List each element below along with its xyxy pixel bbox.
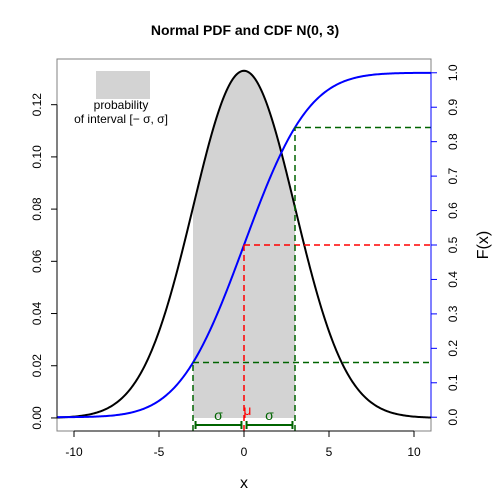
right-y-axis-label: F(x): [475, 231, 492, 259]
annotation-0: σ: [214, 407, 223, 423]
x-tick-label-10: 10: [407, 445, 421, 459]
right-y-tick-label-2: 0.2: [446, 340, 460, 357]
right-y-tick-label-0: 0.0: [446, 409, 460, 426]
pdf-curve: [56, 69, 432, 419]
left-y-tick-label-1: 0.02: [30, 354, 44, 378]
legend-label-line2: of interval [− σ, σ]: [74, 112, 168, 126]
right-y-tick-label-8: 0.8: [446, 133, 460, 150]
right-y-tick-label-5: 0.5: [446, 236, 460, 253]
left-y-tick-label-6: 0.12: [30, 93, 44, 117]
left-y-tick-label-0: 0.00: [30, 406, 44, 430]
right-y-tick-label-1: 0.1: [446, 374, 460, 391]
x-tick-label-5: 5: [326, 445, 333, 459]
right-y-tick-label-7: 0.7: [446, 167, 460, 184]
chart-title: Normal PDF and CDF N(0, 3): [151, 22, 339, 38]
left-y-tick-label-2: 0.04: [30, 302, 44, 326]
right-y-tick-label-10: 1.0: [446, 64, 460, 81]
x-tick-label-0: 0: [241, 445, 248, 459]
left-y-tick-label-5: 0.10: [30, 145, 44, 169]
x-axis-label: x: [240, 475, 248, 492]
x-tick-label--5: -5: [154, 445, 165, 459]
annotation-2: σ: [265, 407, 274, 423]
x-tick-label--10: -10: [65, 445, 83, 459]
legend: probability of interval [− σ, σ]: [74, 71, 168, 126]
right-y-tick-label-6: 0.6: [446, 202, 460, 219]
right-y-tick-label-3: 0.3: [446, 305, 460, 322]
legend-label-line1: probability: [94, 98, 149, 112]
right-y-tick-label-4: 0.4: [446, 271, 460, 288]
legend-swatch: [96, 71, 150, 99]
left-y-tick-label-4: 0.08: [30, 197, 44, 221]
annotation-1: μ: [243, 402, 251, 418]
left-y-tick-label-3: 0.06: [30, 249, 44, 273]
right-y-tick-label-9: 0.9: [446, 99, 460, 116]
